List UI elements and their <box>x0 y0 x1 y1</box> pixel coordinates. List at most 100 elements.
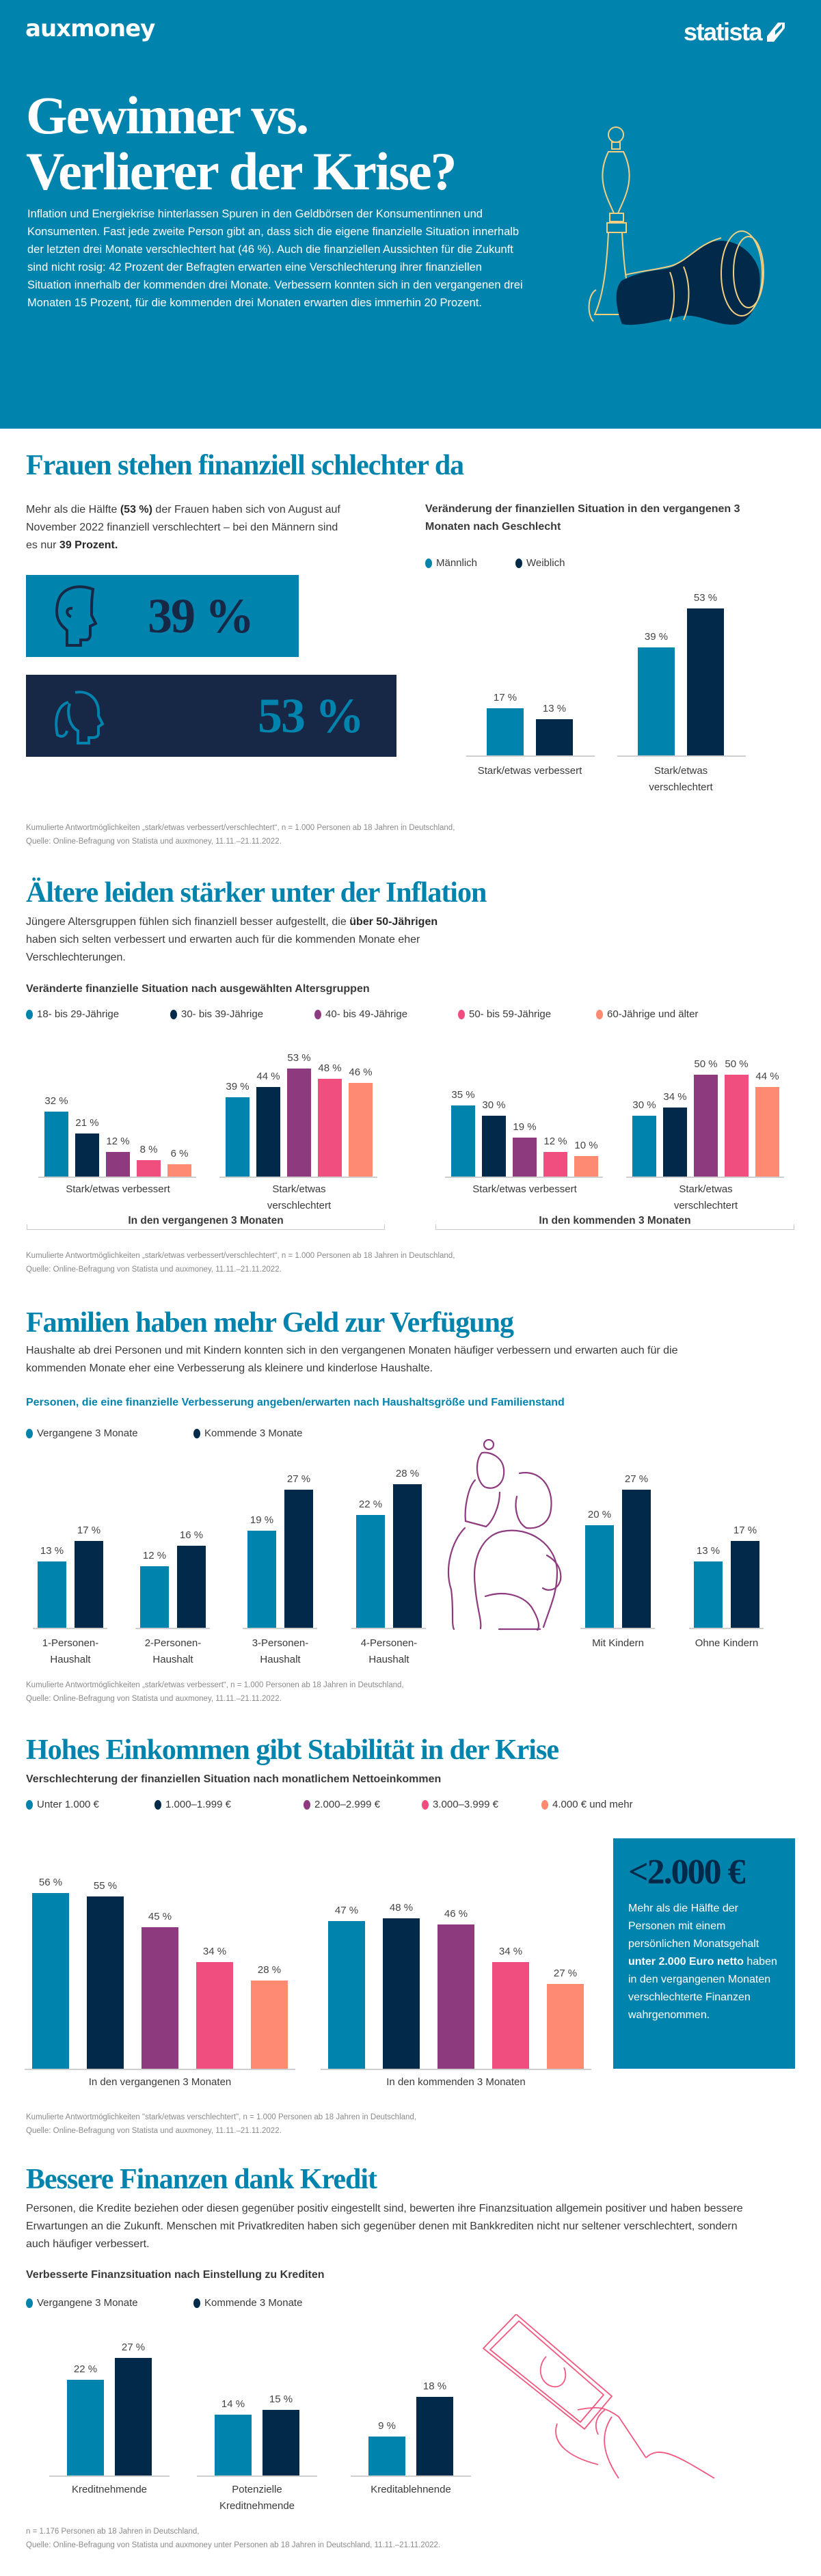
text-bold-segment: unter 2.000 Euro netto <box>628 1956 744 1968</box>
header-banner <box>0 0 821 429</box>
text-segment: der Frauen haben sich von August auf Nov… <box>26 504 340 551</box>
bar-4-0-1 <box>115 2358 152 2476</box>
legend-dot-icon <box>596 1009 603 1019</box>
hand-with-banknote-icon <box>483 2314 715 2479</box>
bar-3-0-4 <box>251 1981 288 2069</box>
legend-label: 3.000–3.999 € <box>433 1799 498 1810</box>
intro-text: Inflation und Energiekrise hinterlassen … <box>27 208 523 309</box>
legend-dot-icon <box>26 1799 33 1810</box>
category-label: Ohne Kindern <box>695 1637 759 1649</box>
value-label: 55 % <box>93 1879 118 1892</box>
statista-logo-text: statista <box>684 18 763 46</box>
legend-label: Kommende 3 Monate <box>204 1427 303 1439</box>
legend-label: 2.000–2.999 € <box>314 1799 380 1810</box>
value-label: 13 % <box>542 703 567 715</box>
main-title-line2: Verlierer der Krise? <box>26 142 457 201</box>
category-label: Kreditablehnende <box>371 2484 451 2495</box>
chart-title-age: Veränderte finanzielle Situation nach au… <box>26 983 370 995</box>
value-label: 15 % <box>269 2393 293 2406</box>
value-label: 9 % <box>378 2419 396 2432</box>
legend-dot-icon <box>26 1428 33 1438</box>
category-label: Stark/etwas verbessert <box>472 1183 577 1195</box>
category-label: Kreditnehmende <box>71 2484 148 2495</box>
legend-dot-icon <box>422 1799 429 1810</box>
value-label: 22 % <box>73 2363 98 2375</box>
bar-1-1-1 <box>256 1086 280 1177</box>
axis-line <box>351 1628 426 1629</box>
bar-2-4-1 <box>622 1489 651 1628</box>
value-label: 27 % <box>624 1473 649 1485</box>
axis-line <box>38 1177 196 1178</box>
legend-item: 18- bis 29-Jährige <box>26 1008 119 1020</box>
legend-label: 18- bis 29-Jährige <box>37 1008 120 1020</box>
bar-4-2-0 <box>368 2436 405 2476</box>
footnote-family-2: Quelle: Online-Befragung von Statista un… <box>26 1695 282 1703</box>
legend-dot-icon <box>170 1009 177 1019</box>
legend-item: 4.000 € und mehr <box>541 1799 633 1810</box>
axis-line <box>135 1628 210 1629</box>
value-label: 30 % <box>632 1099 656 1111</box>
value-label: 39 % <box>226 1080 250 1092</box>
footnote-gender-1: Kumulierte Antwortmöglichkeiten „stark/e… <box>26 824 455 832</box>
value-label: 34 % <box>202 1945 227 1957</box>
bar-1-3-1 <box>663 1107 687 1177</box>
value-label: 44 % <box>755 1070 779 1082</box>
female-head-icon <box>55 690 105 744</box>
value-label: 18 % <box>422 2380 447 2393</box>
male-head-icon <box>55 585 98 647</box>
bar-2-0-1 <box>75 1540 103 1628</box>
value-label: 21 % <box>75 1117 99 1129</box>
axis-line <box>321 2069 591 2070</box>
value-label: 32 % <box>44 1095 68 1107</box>
value-label: 39 % <box>644 630 669 643</box>
legend-label: Männlich <box>436 557 478 569</box>
value-label: 27 % <box>121 2342 146 2353</box>
bar-1-3-2 <box>694 1075 718 1177</box>
bar-3-1-1 <box>383 1918 420 2069</box>
bar-2-2-0 <box>247 1530 276 1628</box>
footnote-age-1: Kumulierte Antwortmöglichkeiten „stark/e… <box>26 1252 455 1260</box>
legend-dot-icon <box>425 558 432 568</box>
value-label: 14 % <box>221 2398 245 2410</box>
bar-4-1-1 <box>263 2410 299 2476</box>
legend-item: 30- bis 39-Jährige <box>170 1008 263 1020</box>
credit-body-text: Personen, die Kredite beziehen oder dies… <box>26 2203 743 2250</box>
category-label: 2-Personen-Haushalt <box>144 1637 202 1665</box>
legend-label: 50- bis 59-Jährige <box>469 1008 552 1020</box>
legend-item: Männlich <box>425 557 477 569</box>
value-label: 13 % <box>40 1544 64 1557</box>
period-bracket-past: In den vergangenen 3 Monaten <box>27 1215 385 1230</box>
bar-3-0-0 <box>32 1892 69 2069</box>
legend-dot-icon <box>515 558 522 568</box>
bar-3-0-2 <box>142 1927 178 2069</box>
value-label: 35 % <box>451 1088 475 1101</box>
value-label: 53 % <box>287 1052 311 1064</box>
age-body-text: Jüngere Altersgruppen fühlen sich finanz… <box>26 913 443 967</box>
text-segment: Mehr als die Hälfte <box>26 504 120 515</box>
category-label: Potenzielle Kreditnehmende <box>219 2484 295 2512</box>
section-title-gender: Frauen stehen finanziell schlechter da <box>26 450 464 481</box>
value-label: 13 % <box>696 1544 721 1557</box>
legend-label: 1.000–1.999 € <box>165 1799 231 1810</box>
value-label: 17 % <box>77 1524 101 1536</box>
bar-0-0-0 <box>487 708 524 755</box>
value-label: 12 % <box>142 1550 167 1561</box>
bar-1-0-1 <box>75 1133 99 1177</box>
bar-1-0-0 <box>44 1111 68 1177</box>
footnote-credit-2: Quelle: Online-Befragung von Statista un… <box>26 2541 441 2549</box>
legend-dot-icon <box>26 2298 33 2308</box>
statista-mark-icon <box>767 23 785 42</box>
gender-body-text: Mehr als die Hälfte (53 %) der Frauen ha… <box>26 501 347 554</box>
category-label: 4-Personen-Haushalt <box>360 1637 418 1665</box>
text-bold-segment: 39 Prozent. <box>59 539 118 551</box>
male-stat-box: 39 % <box>26 575 299 657</box>
bar-1-3-4 <box>755 1086 779 1177</box>
bar-1-2-3 <box>543 1152 567 1177</box>
legend-dot-icon <box>541 1799 548 1810</box>
axis-line <box>466 755 595 757</box>
footnote-income-1: Kumulierte Antwortmöglichkeiten "stark/e… <box>26 2113 417 2121</box>
bar-2-1-1 <box>177 1546 206 1628</box>
legend-item: Unter 1.000 € <box>26 1799 99 1810</box>
bar-1-2-0 <box>451 1105 475 1177</box>
bar-3-1-3 <box>492 1961 529 2069</box>
